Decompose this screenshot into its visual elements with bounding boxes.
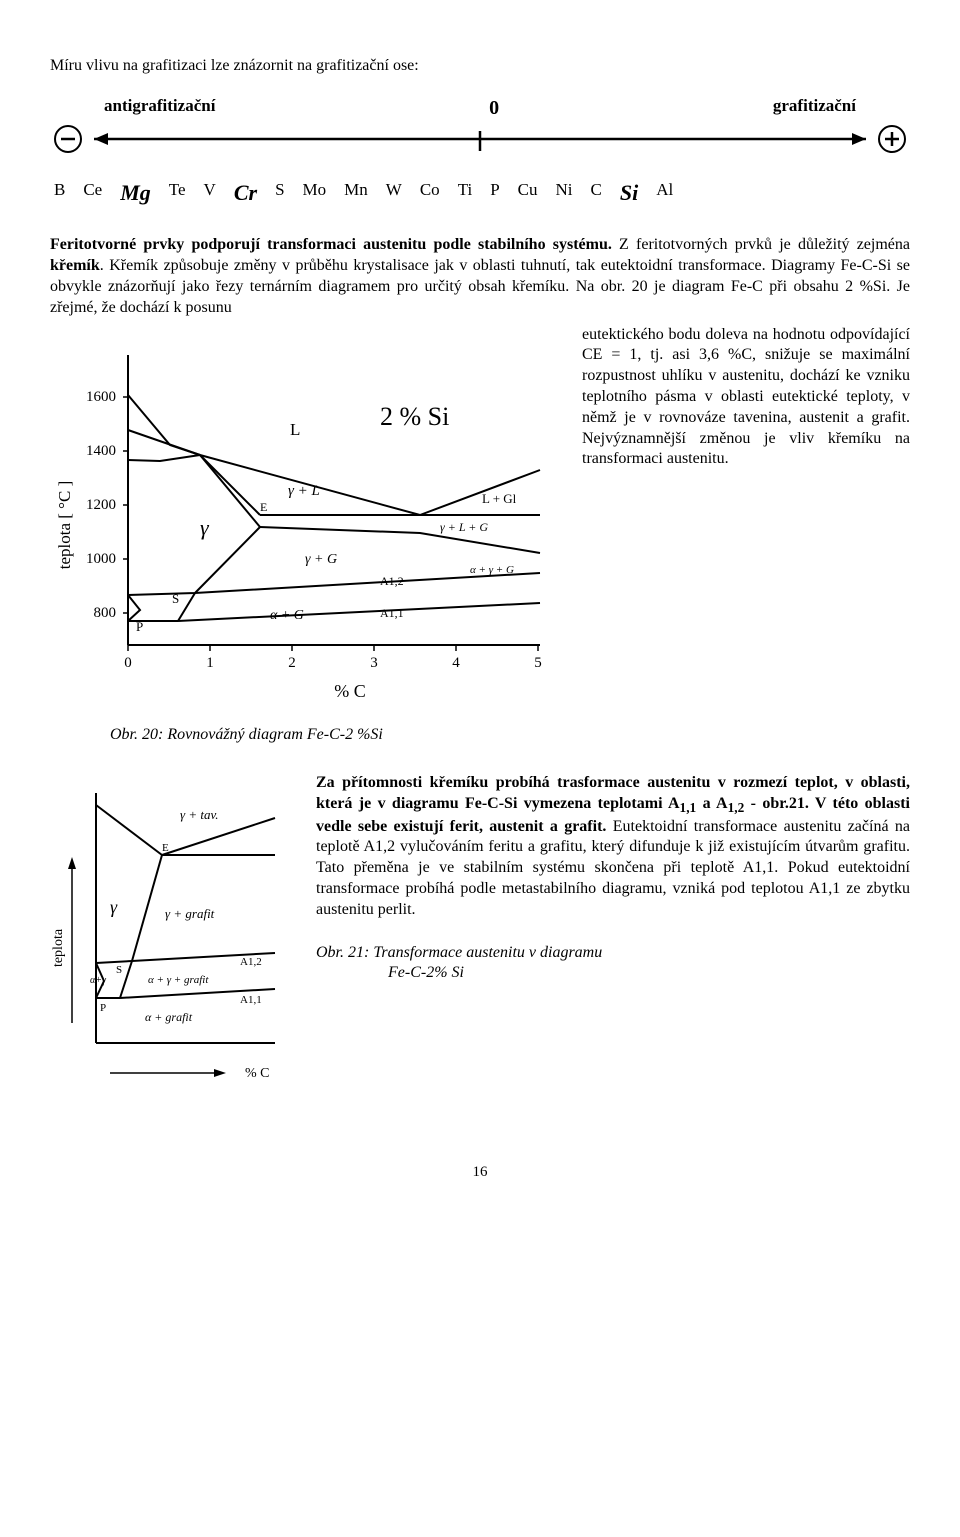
element-S: S [275,179,284,208]
paragraph-1: Feritotvorné prvky podporují transformac… [50,235,910,318]
svg-text:2: 2 [288,655,296,671]
svg-text:L: L [290,420,300,439]
element-Si: Si [620,179,638,208]
svg-text:S: S [116,964,122,976]
svg-text:% C: % C [245,1066,270,1081]
element-V: V [204,179,216,208]
svg-text:1600: 1600 [86,389,116,405]
svg-text:P: P [100,1002,106,1014]
svg-text:γ: γ [200,515,210,540]
element-Ni: Ni [556,179,573,208]
element-Co: Co [420,179,440,208]
p2-bmid: a A [696,795,727,812]
svg-text:teplota: teplota [51,929,66,968]
svg-text:4: 4 [452,655,460,671]
element-Mg: Mg [120,179,151,208]
fig21-chart: teplota % C γ + tav. γ γ + grafit α+γ α … [50,773,290,1103]
grafitization-axis: antigrafitizační 0 grafitizační [50,95,910,157]
svg-text:A1,2: A1,2 [240,956,262,968]
fig20-chart: 800 1000 1200 1400 1600 0 1 2 3 4 5 tepl… [50,325,560,715]
svg-text:A1,2: A1,2 [380,574,404,588]
svg-text:0: 0 [124,655,132,671]
svg-text:γ + G: γ + G [305,552,337,567]
axis-svg [50,121,910,157]
para1-rest1: Z feritotvorných prvků je důležitý zejmé… [612,236,910,253]
element-Ce: Ce [83,179,102,208]
axis-center-label: 0 [489,95,499,121]
fig21-caption-l1: Obr. 21: Transformace austenitu v diagra… [316,943,910,964]
svg-text:γ: γ [110,897,118,917]
fig21-caption-l2: Fe-C-2% Si [316,963,910,984]
element-Te: Te [169,179,186,208]
page-number: 16 [50,1163,910,1183]
svg-text:1000: 1000 [86,551,116,567]
svg-text:A1,1: A1,1 [240,994,262,1006]
element-B: B [54,179,65,208]
fig21-caption: Obr. 21: Transformace austenitu v diagra… [316,943,910,985]
svg-text:γ + grafit: γ + grafit [165,906,215,921]
svg-text:E: E [162,842,169,854]
element-Ti: Ti [458,179,473,208]
element-Cr: Cr [234,179,257,208]
svg-text:γ + tav.: γ + tav. [180,807,219,822]
element-Mo: Mo [303,179,327,208]
svg-text:α + G: α + G [270,608,304,623]
element-Al: Al [656,179,673,208]
svg-text:α+γ: α+γ [90,975,107,986]
axis-left-label: antigrafitizační [104,95,215,121]
element-W: W [386,179,402,208]
svg-text:1200: 1200 [86,497,116,513]
element-Mn: Mn [344,179,368,208]
svg-text:1400: 1400 [86,443,116,459]
elements-row: B Ce Mg Te V Cr S Mo Mn W Co Ti P Cu Ni C Si Al [50,179,910,208]
svg-text:2 % Si: 2 % Si [380,402,449,431]
fig20-caption: Obr. 20: Rovnovážný diagram Fe-C-2 %Si [110,725,910,746]
para1-lead: Feritotvorné prvky podporují transformac… [50,236,612,253]
right-column-text: eutektického bodu doleva na hodnotu odpo… [582,325,910,471]
svg-text:A1,1: A1,1 [380,606,404,620]
svg-text:γ + L + G: γ + L + G [440,520,488,534]
svg-text:% C: % C [334,681,366,701]
element-Cu: Cu [518,179,538,208]
svg-text:α + γ + grafit: α + γ + grafit [148,974,209,986]
p2-sub1: 1,1 [680,800,697,815]
svg-text:1: 1 [206,655,214,671]
svg-text:γ + L: γ + L [288,483,320,499]
para1-rest2: . Křemík způsobuje změny v průběhu kryst… [50,257,910,316]
svg-text:5: 5 [534,655,542,671]
svg-text:teplota [ °C ]: teplota [ °C ] [55,480,74,568]
svg-text:E: E [260,500,267,514]
svg-text:L + Gl: L + Gl [482,491,517,506]
para1-kremik: křemík [50,257,100,274]
paragraph-2: Za přítomnosti křemíku probíhá trasforma… [316,773,910,920]
intro-text: Míru vlivu na grafitizaci lze znázornit … [50,56,910,77]
svg-text:S: S [172,591,179,606]
svg-text:800: 800 [94,605,117,621]
svg-text:α + γ + G: α + γ + G [470,564,514,576]
svg-text:P: P [136,619,143,634]
p2-sub2: 1,2 [728,800,745,815]
axis-right-label: grafitizační [773,95,856,121]
element-P: P [490,179,499,208]
element-C: C [591,179,602,208]
svg-text:3: 3 [370,655,378,671]
svg-text:α + grafit: α + grafit [145,1010,193,1024]
